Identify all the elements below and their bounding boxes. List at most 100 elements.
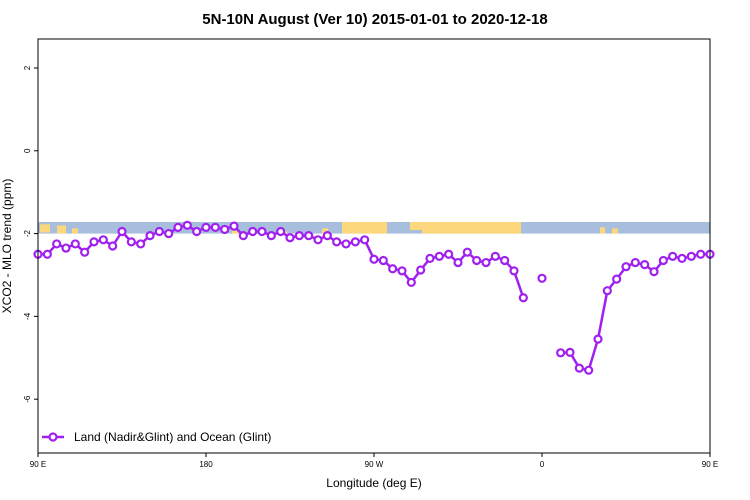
legend-marker-swatch [48, 432, 58, 442]
data-point [285, 233, 295, 243]
data-point [322, 231, 332, 241]
data-point [397, 266, 407, 276]
data-point [80, 247, 90, 257]
data-point [630, 257, 640, 268]
land-patch [72, 228, 78, 234]
land-patch [422, 221, 521, 234]
y-tick-label: -4 [23, 312, 32, 320]
data-point [210, 222, 220, 232]
data-point [649, 267, 659, 277]
x-tick-label: 90 W [365, 460, 384, 469]
chart-title: 5N-10N August (Ver 10) 2015-01-01 to 202… [202, 11, 547, 28]
series-layer [33, 220, 715, 375]
data-point [70, 239, 80, 249]
data-point [462, 247, 472, 257]
plot-area [38, 39, 710, 453]
land-patch [342, 221, 387, 234]
data-point [378, 255, 388, 266]
data-point [201, 222, 211, 232]
data-point [677, 253, 687, 264]
land-patch [57, 225, 66, 234]
data-point [565, 347, 575, 357]
data-point [658, 255, 668, 266]
data-point [556, 348, 566, 358]
data-point [257, 226, 267, 237]
data-point [518, 293, 528, 303]
data-point [640, 260, 650, 270]
data-point [593, 334, 603, 344]
data-point [350, 237, 360, 247]
y-tick-label: 2 [23, 65, 32, 70]
data-point [332, 237, 342, 247]
data-point [425, 253, 435, 264]
data-point [304, 231, 314, 241]
data-point [145, 231, 155, 241]
land-patch [600, 227, 605, 234]
y-axis: 2 0 -2 -4 -6 [23, 65, 38, 403]
x-axis-label: Longitude (deg E) [326, 476, 421, 490]
plot-background [38, 39, 710, 453]
data-point [266, 231, 276, 241]
data-point [434, 251, 444, 261]
data-point [294, 231, 304, 241]
data-point [248, 226, 258, 237]
x-tick-label: 90 E [702, 460, 718, 469]
data-point [509, 266, 519, 276]
y-axis-label: XCO2 - MLO trend (ppm) [0, 179, 14, 314]
data-point [238, 231, 248, 241]
data-point [229, 221, 239, 231]
data-point [537, 273, 547, 283]
data-point [574, 363, 584, 373]
data-point [453, 257, 463, 268]
y-tick-label: 0 [23, 148, 32, 153]
data-point [108, 241, 118, 251]
data-point [668, 251, 678, 261]
data-point [602, 286, 612, 296]
data-point [117, 226, 127, 237]
data-point [416, 265, 426, 275]
data-point [98, 235, 108, 245]
y-tick-label: -6 [23, 395, 32, 403]
legend: Land (Nadir&Glint) and Ocean (Glint) [42, 430, 271, 444]
data-point [164, 228, 174, 239]
data-point [584, 365, 594, 375]
data-point [276, 226, 286, 237]
data-point [52, 239, 62, 249]
data-point [341, 239, 351, 249]
data-point [621, 262, 631, 272]
data-point [313, 235, 323, 245]
data-point [686, 251, 696, 261]
land-patch [40, 224, 50, 233]
land-patch [232, 230, 240, 234]
legend-label: Land (Nadir&Glint) and Ocean (Glint) [74, 430, 271, 444]
data-point [42, 249, 52, 259]
data-point [182, 220, 192, 230]
data-point [61, 243, 71, 253]
data-point [192, 226, 202, 237]
land-patch [322, 228, 328, 234]
data-point [360, 235, 370, 245]
data-point [220, 224, 230, 235]
data-point [444, 249, 454, 259]
land-patch [410, 221, 424, 231]
x-tick-label: 0 [540, 460, 545, 469]
map-strip [38, 221, 710, 234]
data-point [612, 274, 622, 284]
data-point [89, 237, 99, 247]
data-point [369, 254, 379, 264]
data-point [696, 249, 706, 259]
data-point [490, 251, 500, 261]
data-point [126, 237, 136, 247]
data-point [388, 264, 398, 274]
data-point [472, 255, 482, 266]
y-tick-label: -2 [23, 229, 32, 237]
x-tick-label: 180 [199, 460, 213, 469]
data-point [173, 222, 183, 232]
data-point [136, 239, 146, 249]
data-point [406, 277, 416, 288]
land-patch [612, 228, 618, 234]
x-tick-label: 90 E [30, 460, 46, 469]
data-point [154, 226, 164, 237]
